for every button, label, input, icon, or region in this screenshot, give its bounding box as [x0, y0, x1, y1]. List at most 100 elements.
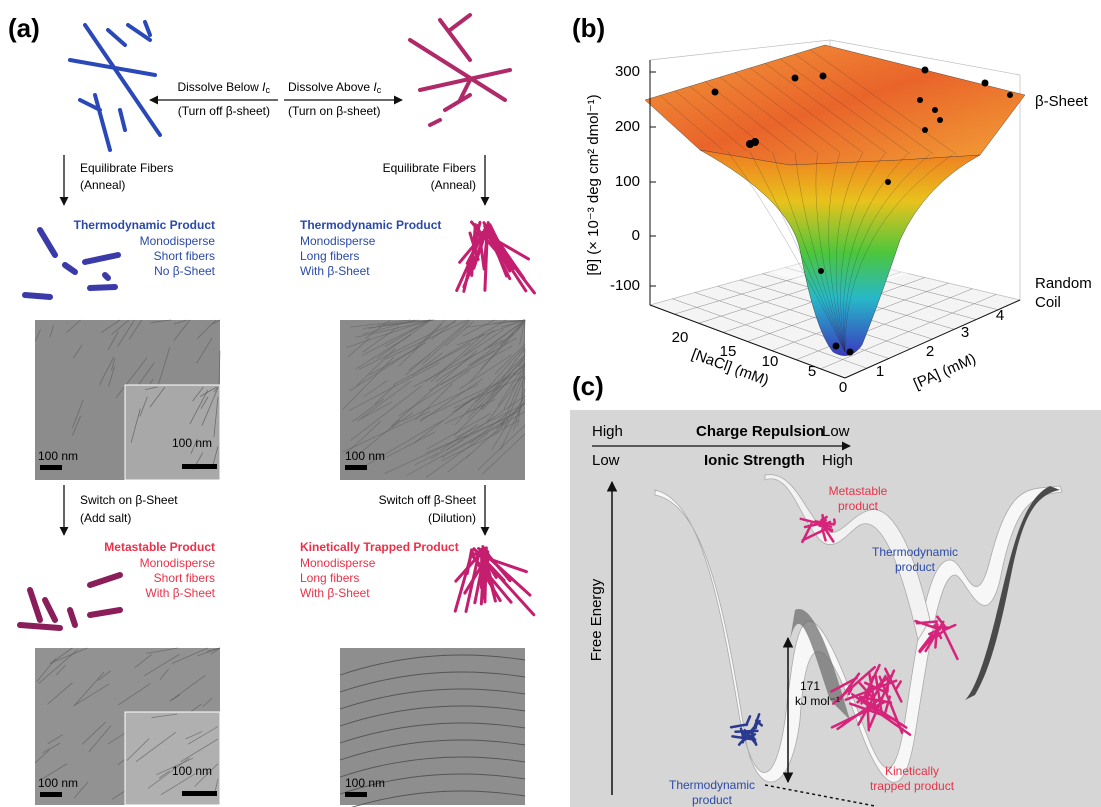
- scale-label: 100 nm: [38, 776, 78, 790]
- product-detail: Short fibers: [154, 249, 215, 263]
- state-label: product: [895, 560, 936, 574]
- state-label: product: [838, 499, 879, 513]
- z-axis-label: [θ] (× 10⁻³ deg cm² dmol⁻¹): [585, 94, 602, 275]
- state-label: Kinetically: [885, 764, 939, 778]
- product-title: Metastable Product: [104, 540, 215, 554]
- scale-bar: [345, 792, 367, 797]
- product-detail: Monodisperse: [140, 234, 216, 248]
- annotation: Coil: [1035, 294, 1061, 311]
- step-label: Switch off β-Sheet: [379, 493, 477, 507]
- fiber-illustration: [70, 22, 160, 150]
- x-tick-label: 10: [762, 353, 779, 370]
- panel-label: (b): [572, 13, 605, 43]
- state-label: Thermodynamic: [872, 545, 958, 559]
- fiber: [108, 30, 125, 45]
- scale-label: 100 nm: [172, 436, 212, 450]
- scale-title: Ionic Strength: [704, 452, 805, 469]
- annotation: Random: [1035, 275, 1092, 292]
- step-label: (Add salt): [80, 511, 131, 525]
- product-detail: Long fibers: [300, 249, 359, 263]
- scale-label: 100 nm: [172, 764, 212, 778]
- z-tick-label: -100: [610, 277, 640, 294]
- step-label: Equilibrate Fibers: [383, 161, 476, 175]
- product-title: Thermodynamic Product: [300, 218, 441, 232]
- scale-bar: [40, 465, 62, 470]
- fiber: [40, 230, 55, 255]
- scale-label: High: [592, 423, 623, 440]
- y-tick-label: 4: [996, 307, 1004, 324]
- fiber: [105, 275, 108, 278]
- step-label: Dissolve Above Ic: [288, 80, 382, 95]
- step-label: Switch on β-Sheet: [80, 493, 178, 507]
- product-detail: Monodisperse: [300, 556, 376, 570]
- product-title: Kinetically Trapped Product: [300, 540, 459, 554]
- product-detail: Monodisperse: [140, 556, 216, 570]
- scale-label: Low: [822, 423, 850, 440]
- energy-unit: kJ mol⁻¹: [795, 694, 840, 708]
- fiber-illustration: [25, 230, 118, 297]
- surface-plateau: [645, 45, 1025, 165]
- fiber: [834, 520, 835, 523]
- y-tick-label: 3: [961, 324, 969, 341]
- x-tick-label: 20: [672, 329, 689, 346]
- fiber: [90, 287, 115, 288]
- scale-label: Low: [592, 452, 620, 469]
- product-detail: No β-Sheet: [154, 264, 216, 278]
- fiber: [95, 95, 110, 150]
- fiber: [736, 731, 758, 732]
- fiber: [445, 95, 470, 110]
- fiber: [936, 624, 937, 625]
- panel-background: [570, 410, 1101, 807]
- step-label: Dissolve Below Ic: [177, 80, 270, 95]
- x-tick-label: 5: [808, 363, 816, 380]
- fiber: [935, 634, 936, 648]
- scale-label: 100 nm: [345, 449, 385, 463]
- fiber-illustration: [457, 222, 535, 293]
- fiber: [145, 22, 150, 35]
- panel-a: (a) Dissolve Below Ic (Turn off β-sheet)…: [8, 13, 534, 807]
- scale-bar: [182, 791, 217, 796]
- step-label: (Anneal): [431, 178, 476, 192]
- energy-value: 171: [800, 679, 820, 693]
- x-tick-label: 0: [839, 379, 847, 396]
- fiber: [90, 575, 120, 585]
- product-title: Thermodynamic Product: [74, 218, 215, 232]
- fiber: [45, 600, 55, 620]
- product-detail: With β-Sheet: [300, 586, 370, 600]
- y-axis-label: [PA] (mM): [911, 350, 979, 393]
- step-label: (Turn on β-sheet): [288, 104, 381, 118]
- scale-bar: [345, 465, 367, 470]
- annotation: β-Sheet: [1035, 93, 1089, 110]
- fiber: [70, 610, 75, 625]
- fiber: [20, 625, 60, 628]
- state-label: Thermodynamic: [669, 778, 755, 792]
- product-detail: With β-Sheet: [300, 264, 370, 278]
- step-label: (Anneal): [80, 178, 125, 192]
- product-detail: Long fibers: [300, 571, 359, 585]
- y-tick-label: 2: [926, 343, 934, 360]
- fiber: [25, 295, 50, 297]
- fiber: [65, 265, 75, 272]
- panel-label: (a): [8, 13, 40, 43]
- fiber: [430, 120, 440, 125]
- fiber: [120, 110, 125, 130]
- fiber: [85, 255, 118, 262]
- y-tick-label: 1: [876, 363, 884, 380]
- state-label: trapped product: [870, 779, 955, 793]
- step-label: Equilibrate Fibers: [80, 161, 173, 175]
- scale-title: Charge Repulsion: [696, 423, 824, 440]
- fiber: [90, 610, 120, 615]
- figure: (a) Dissolve Below Ic (Turn off β-sheet)…: [0, 0, 1101, 807]
- scale-label: High: [822, 452, 853, 469]
- scale-label: 100 nm: [345, 776, 385, 790]
- z-tick-label: 300: [615, 63, 640, 80]
- fiber-illustration: [410, 15, 510, 125]
- panel-c: (c) High Charge Repulsion Low Low Ionic …: [570, 371, 1101, 807]
- z-tick-label: 200: [615, 118, 640, 135]
- fiber: [30, 590, 40, 620]
- step-label: (Dilution): [428, 511, 476, 525]
- state-label: product: [692, 793, 733, 807]
- fiber-illustration: [20, 575, 120, 628]
- product-detail: Short fibers: [154, 571, 215, 585]
